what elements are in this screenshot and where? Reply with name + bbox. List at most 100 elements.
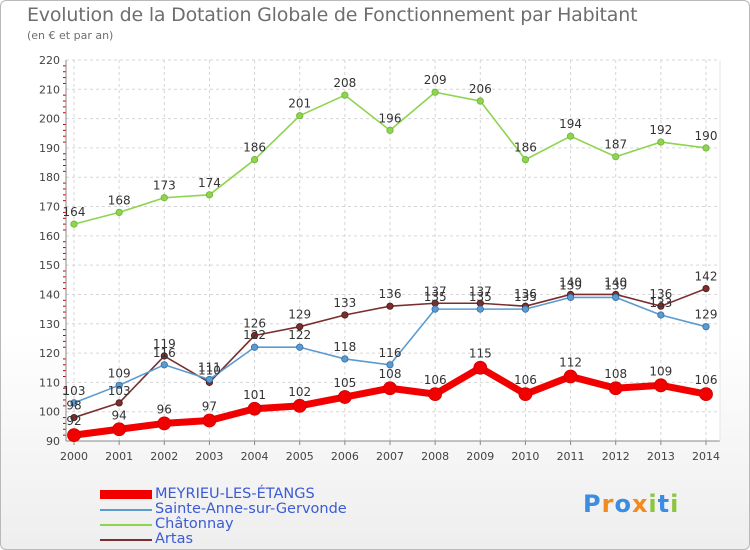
data-label-sainte-anne-sur-gervonde: 135 xyxy=(469,290,492,304)
x-tick-label: 2013 xyxy=(647,450,675,463)
data-point-ch-tonnay xyxy=(702,144,710,152)
data-label-ch-tonnay: 190 xyxy=(695,129,718,143)
data-label-ch-tonnay: 192 xyxy=(649,123,672,137)
legend-swatch xyxy=(100,539,152,541)
data-label-sainte-anne-sur-gervonde: 103 xyxy=(63,384,86,398)
data-label-artas: 136 xyxy=(379,287,402,301)
data-label-ch-tonnay: 196 xyxy=(379,111,402,125)
data-label-meyrieu-les-tangs: 106 xyxy=(424,373,447,387)
data-point-ch-tonnay xyxy=(386,126,394,134)
data-point-meyrieu-les-tangs xyxy=(157,416,172,431)
data-label-artas: 98 xyxy=(66,399,81,413)
proxiti-logo: Proxiti xyxy=(583,490,679,518)
data-label-ch-tonnay: 186 xyxy=(243,141,266,155)
data-label-meyrieu-les-tangs: 112 xyxy=(559,356,582,370)
data-point-ch-tonnay xyxy=(70,220,78,228)
x-tick-label: 2000 xyxy=(60,450,88,463)
logo-letter: i xyxy=(648,490,658,518)
data-point-meyrieu-les-tangs xyxy=(518,387,533,402)
x-tick-label: 2003 xyxy=(195,450,223,463)
data-label-meyrieu-les-tangs: 94 xyxy=(112,408,127,422)
data-label-ch-tonnay: 174 xyxy=(198,176,221,190)
x-tick-label: 2009 xyxy=(466,450,494,463)
legend-label: Artas xyxy=(155,531,194,547)
data-label-ch-tonnay: 201 xyxy=(288,97,311,111)
legend-label: Sainte-Anne-sur-Gervonde xyxy=(155,501,347,517)
data-point-sainte-anne-sur-gervonde xyxy=(341,355,349,363)
y-tick-label: 180 xyxy=(39,171,60,184)
data-point-sainte-anne-sur-gervonde xyxy=(296,343,304,351)
data-label-meyrieu-les-tangs: 106 xyxy=(514,373,537,387)
data-point-meyrieu-les-tangs xyxy=(247,401,262,416)
legend-swatch xyxy=(100,490,152,499)
data-point-sainte-anne-sur-gervonde xyxy=(205,375,214,384)
data-point-sainte-anne-sur-gervonde xyxy=(657,311,665,319)
y-tick-label: 90 xyxy=(46,435,60,448)
data-label-artas: 140 xyxy=(604,275,627,289)
data-label-ch-tonnay: 186 xyxy=(514,141,537,155)
data-point-sainte-anne-sur-gervonde xyxy=(386,361,394,369)
x-tick-label: 2014 xyxy=(692,450,720,463)
data-point-ch-tonnay xyxy=(612,153,620,161)
data-point-meyrieu-les-tangs xyxy=(112,422,127,437)
data-label-meyrieu-les-tangs: 102 xyxy=(288,385,311,399)
data-point-meyrieu-les-tangs xyxy=(653,378,668,393)
data-label-artas: 136 xyxy=(649,287,672,301)
data-point-artas xyxy=(296,323,304,331)
plot-area xyxy=(66,60,720,441)
data-point-artas xyxy=(160,352,168,360)
y-tick-label: 150 xyxy=(39,259,60,272)
y-tick-label: 200 xyxy=(39,113,60,126)
y-tick-label: 210 xyxy=(39,83,60,96)
data-point-meyrieu-les-tangs xyxy=(337,390,352,404)
x-tick-label: 2012 xyxy=(602,450,630,463)
data-point-artas xyxy=(341,311,349,319)
x-tick-label: 2002 xyxy=(150,450,178,463)
logo-letter: x xyxy=(631,490,649,518)
data-label-meyrieu-les-tangs: 108 xyxy=(379,367,402,381)
logo-letter: P xyxy=(583,490,602,518)
data-label-meyrieu-les-tangs: 106 xyxy=(695,373,718,387)
data-point-sainte-anne-sur-gervonde xyxy=(160,361,168,369)
data-label-artas: 133 xyxy=(333,296,356,310)
data-point-artas xyxy=(702,284,710,293)
data-label-artas: 136 xyxy=(514,287,537,301)
data-label-sainte-anne-sur-gervonde: 122 xyxy=(243,328,266,342)
data-label-sainte-anne-sur-gervonde: 133 xyxy=(649,296,672,310)
data-point-ch-tonnay xyxy=(341,91,349,99)
x-tick-label: 2011 xyxy=(557,450,585,463)
y-tick-label: 160 xyxy=(39,230,60,243)
data-point-ch-tonnay xyxy=(566,132,575,140)
y-tick-label: 110 xyxy=(39,376,60,389)
data-label-ch-tonnay: 206 xyxy=(469,82,492,96)
data-label-sainte-anne-sur-gervonde: 116 xyxy=(379,346,402,360)
data-label-meyrieu-les-tangs: 96 xyxy=(157,402,172,416)
logo-letter: i xyxy=(670,490,680,518)
x-tick-label: 2006 xyxy=(331,450,359,463)
data-label-artas: 119 xyxy=(153,337,176,351)
data-label-meyrieu-les-tangs: 97 xyxy=(202,399,217,413)
data-point-artas xyxy=(250,331,259,340)
data-label-artas: 137 xyxy=(424,284,447,298)
chart-title: Evolution de la Dotation Globale de Fonc… xyxy=(27,4,638,26)
data-label-ch-tonnay: 187 xyxy=(604,138,627,152)
legend-swatch xyxy=(100,524,152,526)
data-point-sainte-anne-sur-gervonde xyxy=(431,305,439,313)
data-point-artas xyxy=(115,399,123,407)
data-label-artas: 142 xyxy=(695,270,718,284)
logo-letter: r xyxy=(601,490,615,518)
logo-letter: o xyxy=(614,490,632,518)
data-point-artas xyxy=(386,302,394,310)
data-label-artas: 126 xyxy=(243,316,266,330)
x-tick-label: 2010 xyxy=(511,450,539,463)
data-point-ch-tonnay xyxy=(431,88,439,96)
y-tick-label: 100 xyxy=(39,406,60,419)
data-point-sainte-anne-sur-gervonde xyxy=(115,381,123,389)
data-point-sainte-anne-sur-gervonde xyxy=(702,323,710,331)
data-label-sainte-anne-sur-gervonde: 109 xyxy=(108,366,131,380)
y-tick-label: 120 xyxy=(39,347,60,360)
data-point-ch-tonnay xyxy=(160,194,168,202)
data-point-meyrieu-les-tangs xyxy=(699,387,713,402)
data-label-meyrieu-les-tangs: 108 xyxy=(604,367,627,381)
data-point-ch-tonnay xyxy=(250,156,259,164)
